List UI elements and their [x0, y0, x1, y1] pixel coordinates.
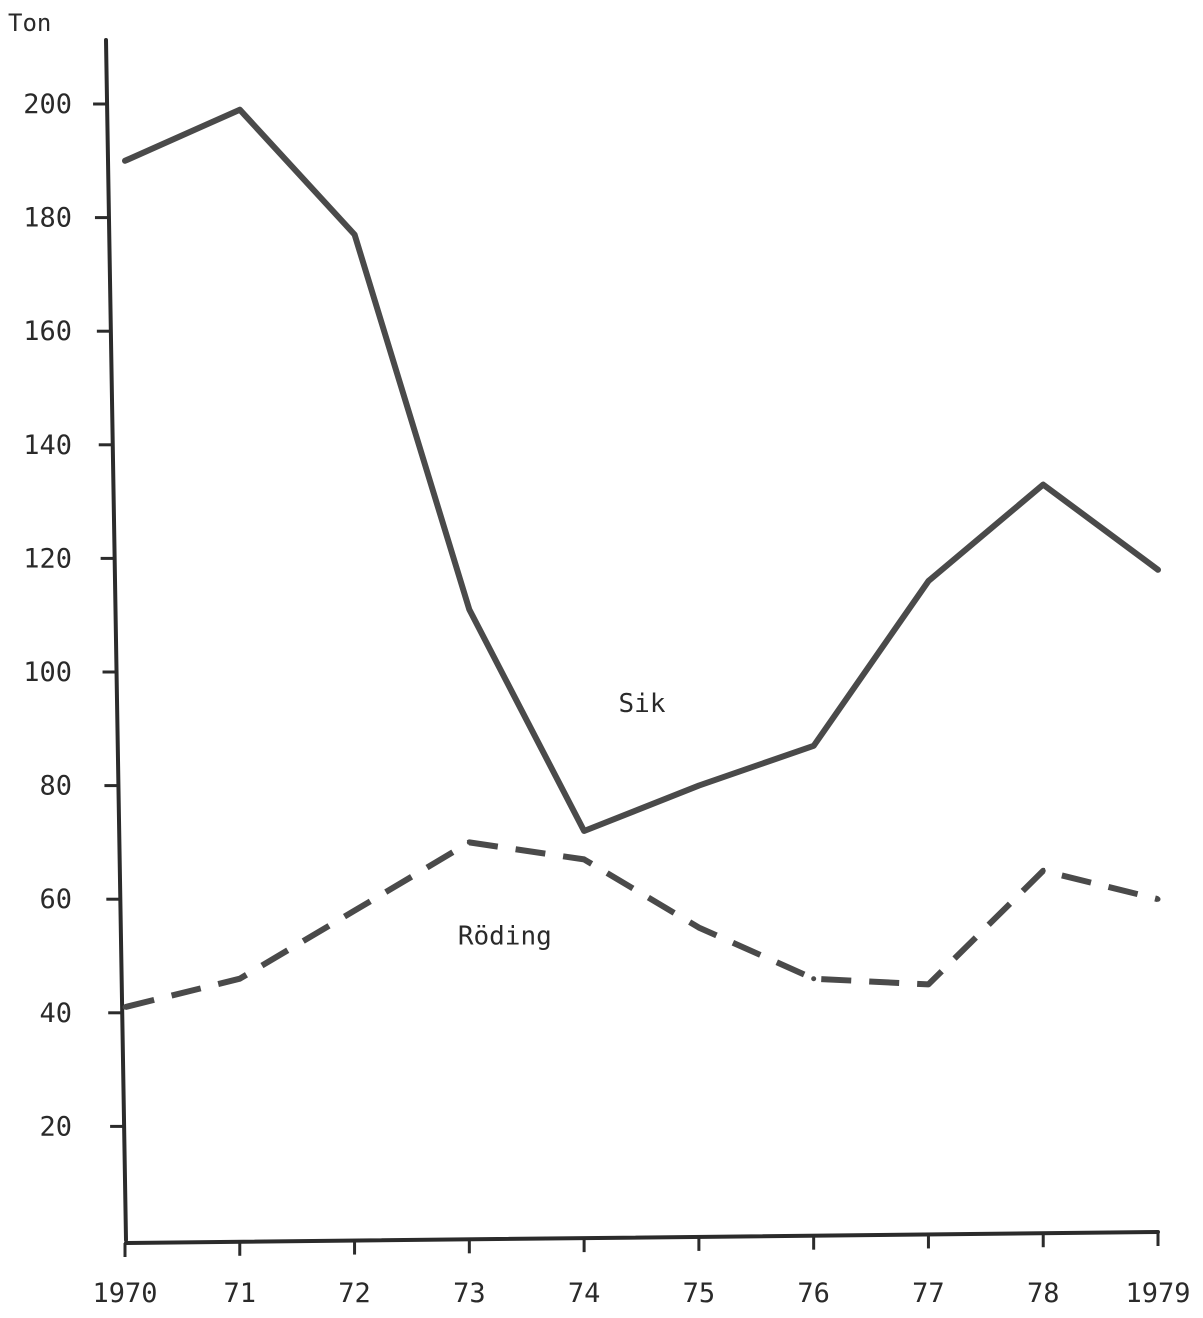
y-tick-label: 140	[23, 430, 72, 461]
data-point	[1040, 868, 1046, 874]
data-point	[466, 839, 472, 845]
data-point	[1155, 567, 1161, 573]
data-point	[696, 783, 702, 789]
y-tick-label: 100	[23, 657, 72, 688]
data-point	[925, 578, 931, 584]
x-tick-label: 1979	[1125, 1278, 1190, 1309]
y-tick-label: 60	[39, 884, 72, 915]
y-tick-label: 180	[23, 203, 72, 234]
data-point	[581, 828, 587, 834]
series-line-dashed	[124, 839, 1159, 1011]
y-tick-label: 80	[39, 771, 72, 802]
x-axis-line	[124, 1230, 1160, 1245]
data-point	[122, 158, 128, 164]
x-tick-label: 74	[568, 1278, 601, 1309]
data-point	[696, 925, 702, 931]
data-point	[237, 107, 243, 113]
series-labels: Sik Röding	[458, 689, 666, 952]
data-point	[811, 743, 817, 749]
data-point	[811, 976, 817, 982]
y-tick-label: 20	[39, 1111, 72, 1142]
axes	[104, 38, 1160, 1245]
x-tick-label: 73	[453, 1278, 486, 1309]
y-tick-label: 40	[39, 998, 72, 1029]
data-point	[352, 232, 358, 238]
data-point	[237, 976, 243, 982]
y-axis-line	[104, 38, 128, 1242]
x-tick-label: 75	[683, 1278, 716, 1309]
y-tick-label: 160	[23, 316, 72, 347]
y-axis-unit-label: Ton	[8, 9, 51, 37]
data-point	[352, 908, 358, 914]
series-label: Röding	[458, 922, 552, 952]
x-tick-label: 76	[797, 1278, 830, 1309]
data-point	[466, 607, 472, 613]
series-label: Sik	[619, 689, 666, 719]
x-tick-label: 78	[1027, 1278, 1060, 1309]
y-tick-label: 200	[23, 89, 72, 120]
series-line-solid	[122, 106, 1161, 834]
x-tick-label: 77	[912, 1278, 945, 1309]
series-lines	[122, 106, 1161, 1011]
ticks: 20 40 60 80 100 120 140 160 180 200 1970 71 72 73 74 75…	[23, 89, 1190, 1309]
data-point	[1155, 896, 1161, 902]
data-point	[925, 981, 931, 987]
x-tick-label: 71	[224, 1278, 257, 1309]
y-tick-label: 120	[23, 543, 72, 574]
x-tick-label: 1970	[92, 1278, 157, 1309]
x-tick-label: 72	[338, 1278, 371, 1309]
data-point	[1040, 482, 1046, 488]
data-point	[122, 1004, 128, 1010]
data-point	[581, 856, 587, 862]
